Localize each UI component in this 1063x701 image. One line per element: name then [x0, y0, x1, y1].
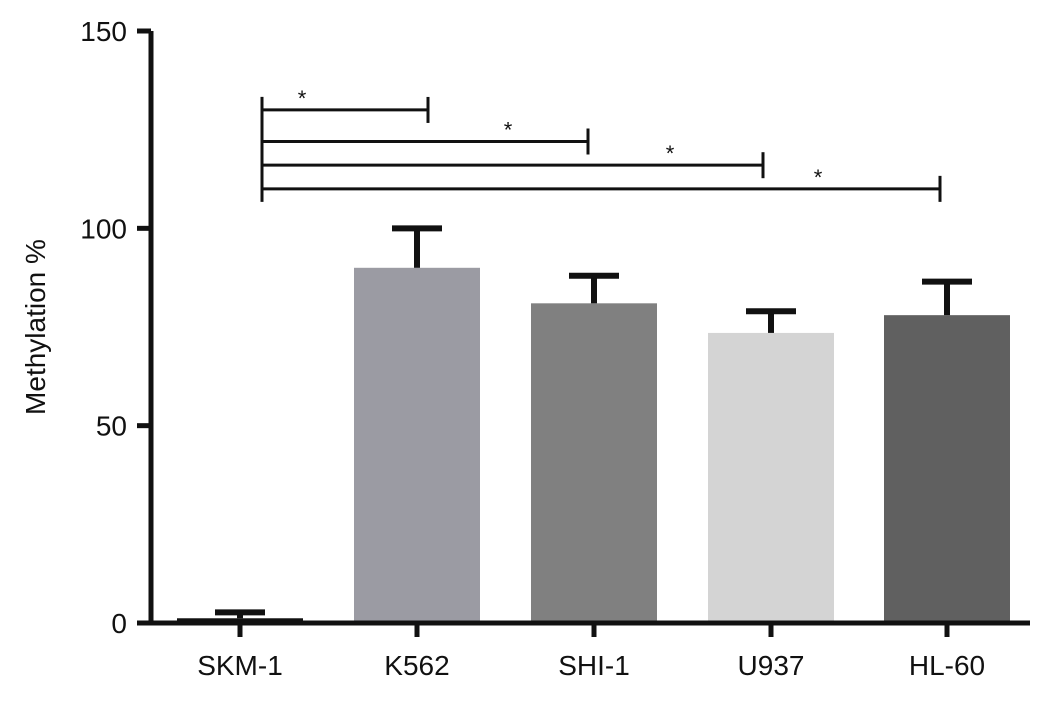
y-tick-label: 0 — [111, 608, 127, 639]
bar-hl-60 — [884, 315, 1010, 623]
significance-brackets: * * * * — [260, 86, 942, 202]
significance-star: * — [504, 118, 513, 143]
significance-star: * — [814, 165, 823, 190]
x-category-label: HL-60 — [909, 650, 985, 681]
bars — [177, 225, 1010, 623]
x-category-label: K562 — [384, 650, 449, 681]
axes — [148, 31, 1030, 626]
ticks: 0 50 100 150 SKM-1 K562 SHI-1 U937 HL-60 — [80, 16, 985, 681]
y-tick-label: 50 — [96, 411, 127, 442]
y-tick-label: 100 — [80, 213, 127, 244]
bar-k562 — [354, 267, 480, 623]
y-tick-label: 150 — [80, 16, 127, 47]
x-category-label: U937 — [738, 650, 805, 681]
x-category-label: SHI-1 — [558, 650, 630, 681]
y-axis-title: Methylation % — [20, 239, 51, 415]
x-category-label: SKM-1 — [197, 650, 283, 681]
bar-shi-1 — [531, 303, 657, 623]
bar-u937 — [708, 332, 834, 623]
significance-star: * — [666, 141, 675, 166]
significance-star: * — [298, 86, 307, 111]
